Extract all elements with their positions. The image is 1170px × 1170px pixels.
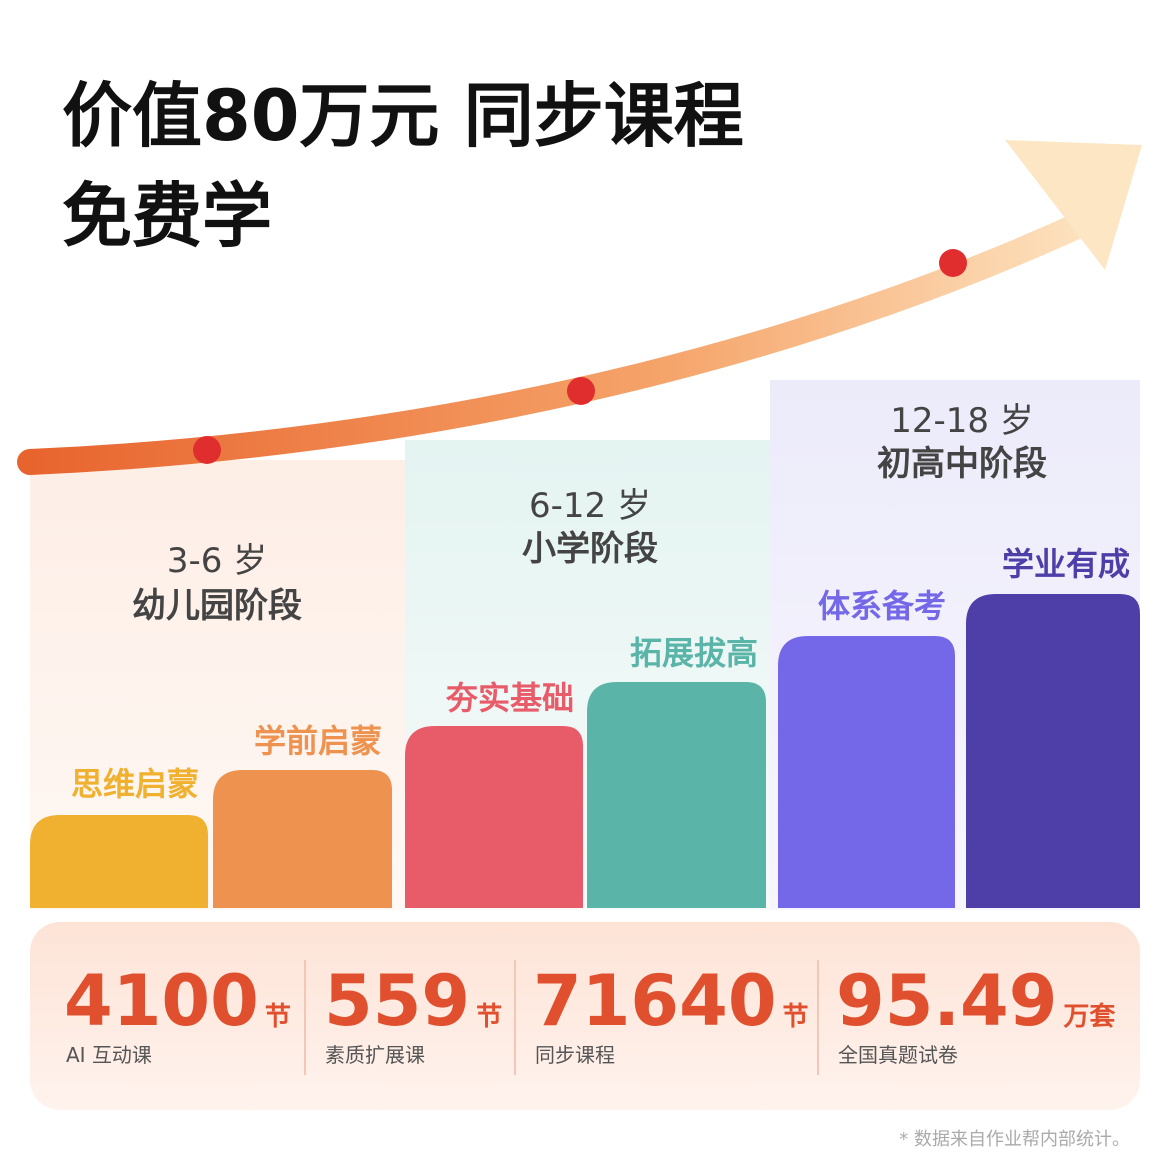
step-label: 学前启蒙 — [254, 722, 382, 760]
step-block — [587, 682, 766, 908]
step-label: 体系备考 — [818, 587, 946, 625]
stat-label: AI 互动课 — [66, 1043, 152, 1067]
stats-panel — [30, 922, 1140, 1110]
dot — [939, 249, 967, 277]
stat-label: 同步课程 — [535, 1043, 615, 1067]
step-block — [778, 636, 955, 908]
title: 免费学 — [62, 175, 272, 257]
stat: 559 节 — [324, 960, 502, 1042]
arrow-head — [1005, 140, 1142, 270]
stat-unit: 节 — [783, 1002, 809, 1032]
stat-label: 全国真题试卷 — [838, 1043, 958, 1067]
step-block — [405, 726, 583, 908]
stat-unit: 节 — [476, 1002, 502, 1032]
age: 12-18 岁 — [890, 401, 1034, 441]
step-block — [30, 815, 208, 908]
step-label: 拓展拔高 — [630, 634, 758, 672]
stage-name: 幼儿园阶段 — [132, 586, 302, 626]
footnote: * 数据来自作业帮内部统计。 — [899, 1129, 1130, 1150]
age: 6-12 岁 — [529, 486, 651, 526]
stage-name: 初高中阶段 — [877, 444, 1047, 484]
step-label: 夯实基础 — [445, 679, 574, 717]
stat-unit: 节 — [265, 1002, 291, 1032]
step-label: 思维启蒙 — [71, 765, 199, 803]
dot — [567, 377, 595, 405]
stage-name: 小学阶段 — [522, 529, 658, 569]
growth-arrow — [17, 207, 1103, 475]
stat-label: 素质扩展课 — [325, 1043, 425, 1067]
stat-value: 95.49 — [836, 960, 1057, 1042]
step-block — [966, 594, 1140, 908]
step-block — [213, 770, 392, 908]
dot — [193, 436, 221, 464]
stat: 4100 节 — [64, 960, 291, 1042]
age: 3-6 岁 — [167, 541, 267, 581]
stat: 71640 节 — [533, 960, 809, 1042]
stat-unit: 万套 — [1063, 1002, 1116, 1032]
title: 价值80万元 同步课程 — [62, 75, 744, 157]
stat-value: 559 — [324, 960, 470, 1042]
stat: 95.49 万套 — [836, 960, 1116, 1042]
stat-value: 71640 — [533, 960, 777, 1042]
step-label: 学业有成 — [1002, 545, 1130, 583]
stat-value: 4100 — [64, 960, 259, 1042]
